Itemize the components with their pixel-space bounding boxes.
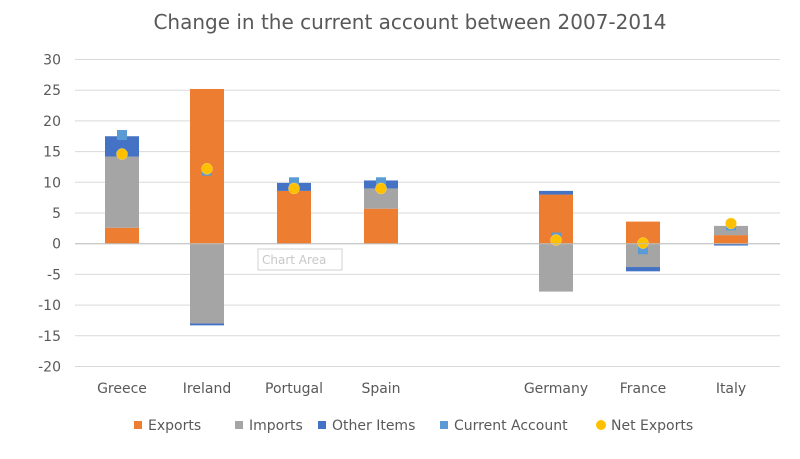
x-category-label: Spain (361, 381, 400, 397)
bar-exports (364, 208, 398, 244)
legend-swatch (235, 421, 243, 429)
bar-other-items (105, 136, 139, 157)
tooltip-box (257, 248, 343, 271)
bar-imports (364, 188, 398, 209)
marker-current-account (638, 244, 648, 255)
x-category-label: Greece (97, 381, 147, 397)
bar-exports (626, 221, 660, 244)
y-tick-label: -10 (38, 298, 61, 314)
legend-swatch (440, 421, 448, 429)
legend-item: Imports (235, 418, 303, 434)
legend-label: Exports (148, 418, 201, 434)
legend-item: Other Items (318, 418, 415, 434)
x-category-label: Portugal (265, 381, 323, 397)
legend-label: Net Exports (611, 418, 693, 434)
y-tick-label: 5 (52, 206, 61, 222)
x-category-label: Ireland (183, 381, 231, 397)
legend-label: Imports (249, 418, 303, 434)
marker-net-exports (201, 163, 213, 175)
marker-current-account (376, 177, 386, 188)
x-category-label: France (620, 381, 667, 397)
tooltip-label: Chart Area (262, 253, 326, 267)
legend-label: Other Items (332, 418, 415, 434)
bar-exports (277, 190, 311, 244)
legend-item: Exports (134, 418, 201, 434)
y-tick-label: 25 (43, 83, 61, 99)
y-tick-label: 0 (52, 237, 61, 253)
marker-current-account (117, 130, 127, 141)
bar-other-items (626, 267, 660, 272)
marker-net-exports (637, 237, 649, 249)
chart-title: Change in the current account between 20… (153, 10, 666, 34)
bar-other-items (714, 243, 748, 246)
marker-net-exports (116, 148, 128, 160)
legend-item: Current Account (440, 418, 568, 434)
bar-other-items (190, 323, 224, 326)
x-category-label: Germany (524, 381, 588, 397)
bar-exports (105, 227, 139, 244)
marker-net-exports (550, 234, 562, 246)
x-category-label: Italy (716, 381, 746, 397)
legend-swatch (596, 420, 606, 430)
bar-imports (105, 156, 139, 228)
y-tick-label: -20 (38, 360, 61, 376)
chart-area-tooltip: Chart Area (257, 248, 343, 271)
bar-other-items (539, 190, 573, 195)
marker-current-account (289, 177, 299, 188)
marker-net-exports (288, 182, 300, 195)
marker-net-exports (725, 217, 737, 230)
bar-imports (539, 243, 573, 292)
bar-imports (714, 225, 748, 236)
legend-label: Current Account (454, 418, 568, 434)
y-tick-label: 30 (43, 53, 61, 69)
y-tick-label: -5 (47, 267, 61, 283)
bar-imports (190, 243, 224, 324)
bar-imports (626, 243, 660, 268)
y-tick-label: -15 (38, 329, 61, 345)
y-tick-label: 15 (43, 145, 61, 161)
legend-swatch (134, 421, 142, 429)
legend-swatch (318, 421, 326, 429)
marker-net-exports (375, 182, 387, 195)
legend-item: Net Exports (596, 418, 693, 434)
y-tick-label: 10 (43, 175, 61, 191)
y-tick-label: 20 (43, 114, 61, 130)
bar-exports (714, 235, 748, 244)
